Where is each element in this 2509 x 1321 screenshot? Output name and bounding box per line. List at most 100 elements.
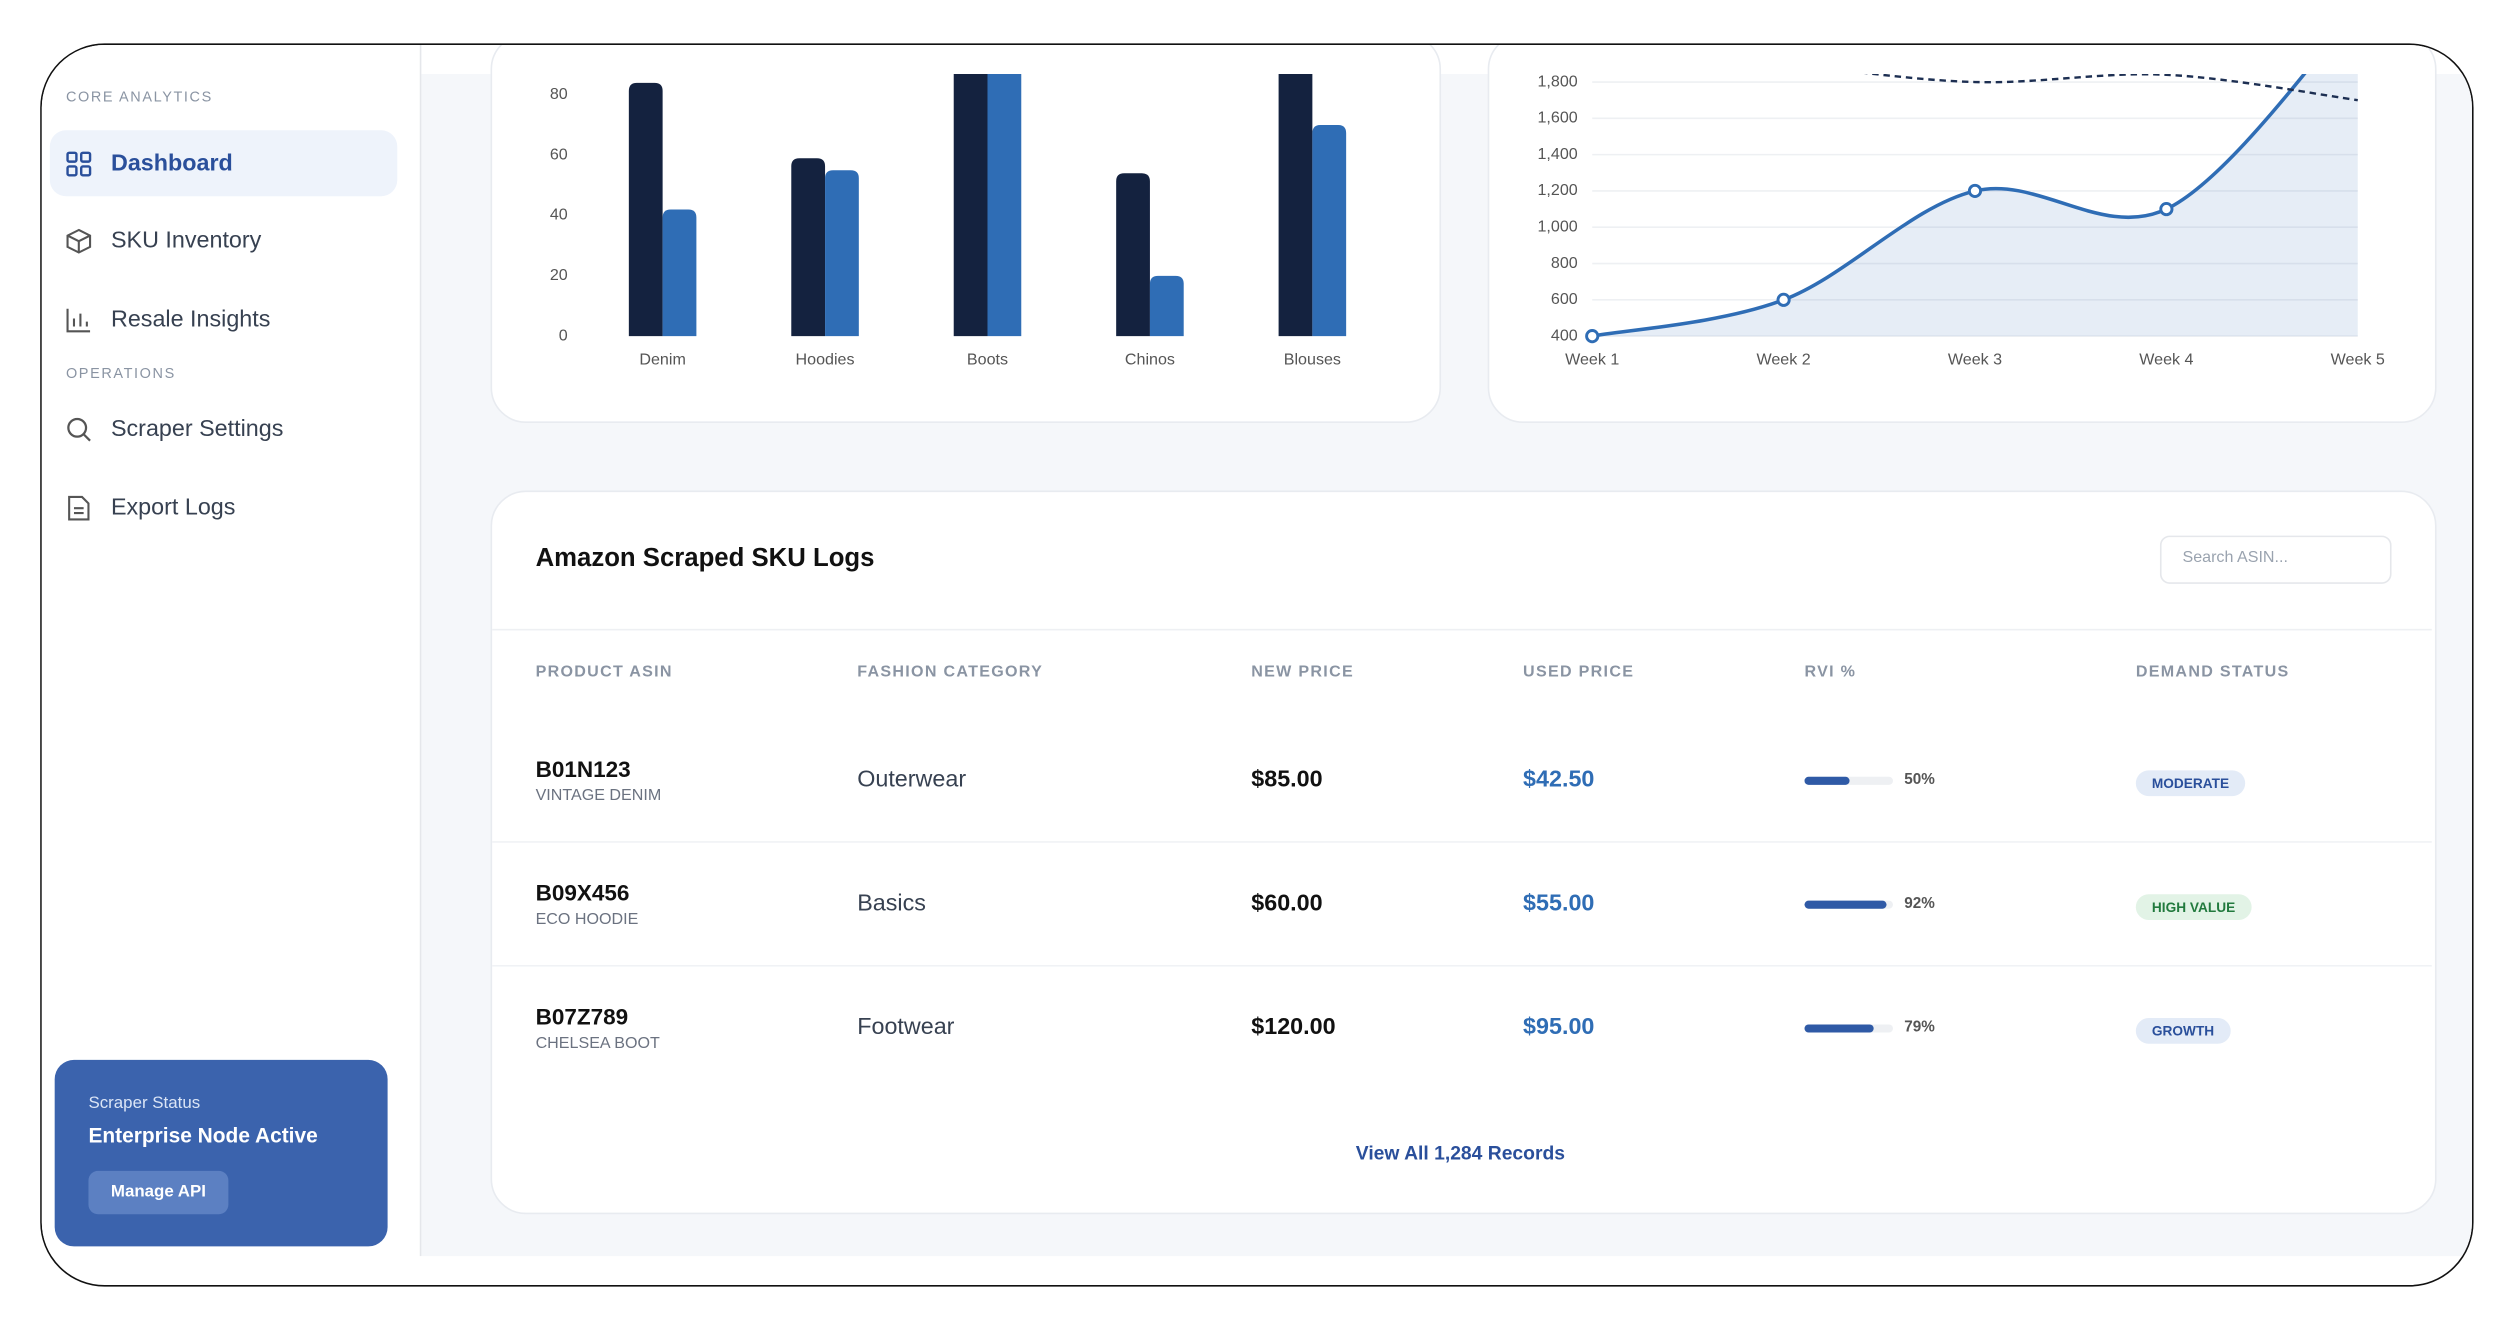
x-tick-label: Boots [967,351,1008,369]
y-tick-label: 1,200 [1537,181,1577,199]
area [1592,73,2358,337]
column-header: FASHION CATEGORY [857,663,1044,682]
search-placeholder: Search ASIN... [2182,549,2288,567]
product-name: VINTAGE DENIM [535,787,662,805]
column-header: USED PRICE [1523,663,1635,682]
asin: B07Z789 [535,1003,629,1030]
x-tick-label: Week 5 [2331,351,2385,369]
active-nav-bg [49,130,398,197]
used-price: $55.00 [1523,890,1595,917]
row-divider [492,964,2432,967]
app: CORE ANALYTICS Dashboard SKU Inventory R… [41,45,2472,1285]
x-tick-label: Week 3 [1948,351,2002,369]
x-tick-label: Week 1 [1565,351,1619,369]
x-tick-label: Week 2 [1756,351,1810,369]
bar [953,73,988,337]
status-label: Scraper Status [88,1093,201,1113]
column-header: DEMAND STATUS [2135,663,2290,682]
nav-item[interactable]: Dashboard [110,151,233,177]
status-badge: MODERATE [2135,770,2246,797]
rvi-track [1804,776,1893,785]
x-tick-label: Denim [639,351,685,369]
status-badge: HIGH VALUE [2135,894,2252,920]
y-tick-label: 600 [1551,290,1578,308]
x-tick-label: Week 4 [2139,351,2193,369]
nav-item[interactable]: Resale Insights [110,307,271,333]
bar [791,158,826,337]
bar [987,73,1022,337]
search-box[interactable] [2159,535,2392,584]
view-all-link[interactable]: View All 1,284 Records [1355,1141,1566,1165]
table-title: Amazon Scraped SKU Logs [535,545,875,573]
rvi-bar [1804,900,1886,909]
y-tick-label: 20 [550,266,568,284]
bar [1312,125,1347,337]
rvi-bar [1804,1024,1875,1033]
point [1585,329,1600,344]
rvi-bar [1804,776,1849,785]
bar [662,209,697,337]
new-price: $85.00 [1251,767,1323,793]
point [2159,202,2174,217]
manage-api-button[interactable]: Manage API [88,1170,229,1215]
status-badge: GROWTH [2135,1018,2231,1044]
y-tick-label: 80 [550,85,568,103]
point [1776,292,1791,307]
nav-item[interactable]: Scraper Settings [110,416,284,443]
bar [628,82,663,337]
product-name: ECO HOODIE [535,911,639,929]
product-name: CHELSEA BOOT [535,1034,660,1053]
x-tick-label: Blouses [1284,351,1341,369]
bar [825,170,859,337]
chart-group: 0 20 40 60 80 Denim Hoodies Boots Chinos Blouses 4… [550,72,2385,369]
nav-item[interactable]: SKU Inventory [110,228,262,255]
column-header: NEW PRICE [1251,663,1354,682]
column-header: RVI % [1804,663,1857,682]
asin: B01N123 [535,755,631,782]
icon [66,308,91,333]
category: Footwear [857,1014,955,1041]
divider [492,628,2432,631]
icon [66,151,92,177]
bar [1278,73,1313,337]
icon [67,417,91,442]
section-heading: CORE ANALYTICS [65,88,213,105]
status-card [54,1059,388,1247]
charts: 0 20 40 60 80 Denim Hoodies Boots Chinos Blouses 4… [550,72,2385,369]
status-value: Enterprise Node Active [88,1123,318,1148]
y-tick-label: 800 [1551,254,1578,272]
y-tick-label: 1,400 [1537,145,1577,163]
app-frame: CORE ANALYTICS Dashboard SKU Inventory R… [40,43,2474,1287]
y-tick-label: 0 [559,326,568,344]
x-tick-label: Chinos [1125,351,1175,369]
new-price: $120.00 [1251,1014,1336,1041]
row-divider [492,841,2432,843]
rvi-label: 92% [1904,895,1935,913]
y-tick-label: 40 [550,206,568,224]
table-card [490,490,2437,1215]
used-price: $42.50 [1523,767,1595,793]
y-tick-label: 60 [550,145,568,163]
column-header: PRODUCT ASIN [535,663,673,682]
y-tick-label: 1,000 [1537,217,1577,235]
x-tick-label: Hoodies [796,351,855,369]
new-price: $60.00 [1251,890,1323,917]
y-tick-label: 400 [1551,326,1578,344]
point [1967,183,1983,199]
category: Outerwear [857,767,967,793]
y-tick-label: 1,800 [1537,72,1577,90]
rvi-label: 50% [1904,771,1935,789]
nav-item[interactable]: Export Logs [110,495,236,522]
line [1863,73,2358,102]
used-price: $95.00 [1523,1014,1595,1041]
y-tick-label: 1,600 [1537,109,1577,127]
section-heading: OPERATIONS [65,365,176,382]
category: Basics [857,890,926,917]
bar [1149,275,1184,337]
sidebar [41,45,422,1257]
icon [68,495,90,521]
rvi-label: 79% [1904,1018,1935,1037]
bar [1116,173,1150,337]
